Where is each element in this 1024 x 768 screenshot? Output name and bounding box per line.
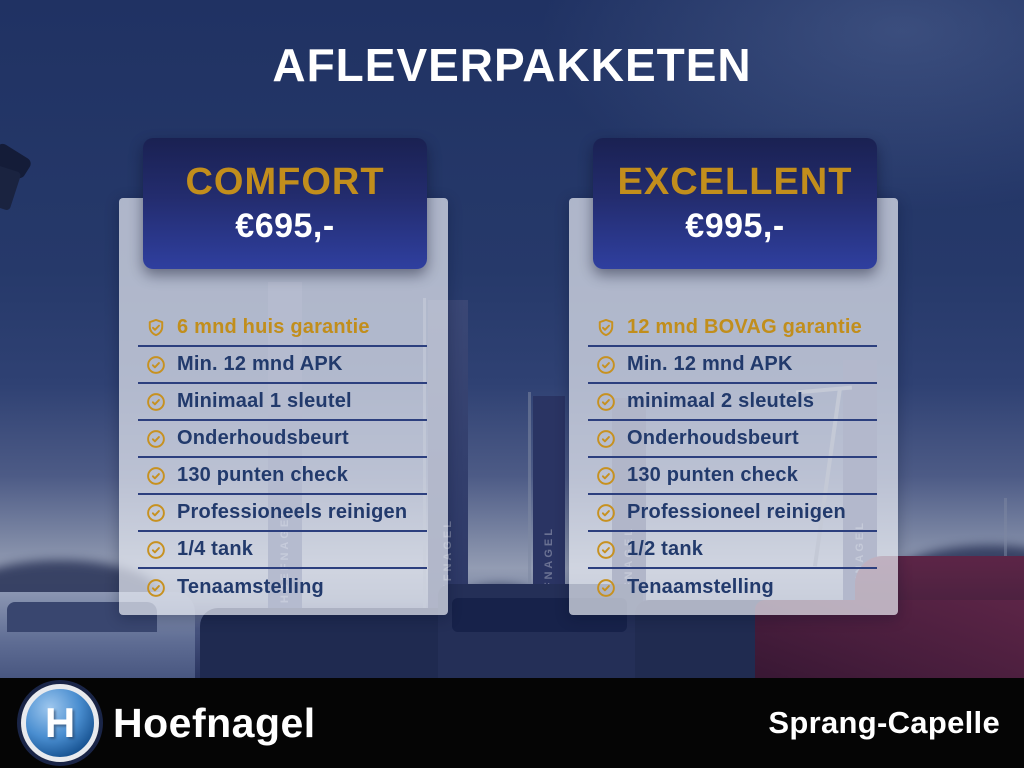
feature-item: 1/4 tank xyxy=(138,532,427,569)
feature-item: 1/2 tank xyxy=(588,532,877,569)
circle-check-icon xyxy=(597,466,615,485)
package-price: €695,- xyxy=(235,206,335,245)
feature-label: Professioneel reinigen xyxy=(627,501,846,523)
feature-label: 6 mnd huis garantie xyxy=(177,316,370,338)
package-name: COMFORT xyxy=(185,160,385,203)
feature-item: 130 punten check xyxy=(138,458,427,495)
dealer-name: Hoefnagel xyxy=(113,699,316,746)
feature-item: Minimaal 1 sleutel xyxy=(138,384,427,421)
feature-item: 6 mnd huis garantie xyxy=(138,310,427,347)
logo-letter: H xyxy=(44,699,76,746)
circle-check-icon xyxy=(147,355,165,374)
package-name: EXCELLENT xyxy=(617,160,853,203)
feature-label: minimaal 2 sleutels xyxy=(627,390,815,412)
feature-label: 130 punten check xyxy=(177,464,349,486)
feature-item: Min. 12 mnd APK xyxy=(138,347,427,384)
feature-list: 12 mnd BOVAG garantie Min. 12 mnd APK mi… xyxy=(588,310,877,606)
circle-check-icon xyxy=(147,392,165,411)
feature-item: Min. 12 mnd APK xyxy=(588,347,877,384)
shield-check-icon xyxy=(148,318,164,336)
circle-check-icon xyxy=(597,392,615,411)
feature-item: Tenaamstelling xyxy=(588,569,877,606)
circle-check-icon xyxy=(147,429,165,448)
feature-label: Tenaamstelling xyxy=(627,576,774,598)
feature-label: 130 punten check xyxy=(627,464,799,486)
circle-check-icon xyxy=(597,355,615,374)
feature-label: Tenaamstelling xyxy=(177,576,324,598)
feature-item: Professioneels reinigen xyxy=(138,495,427,532)
feature-label: Minimaal 1 sleutel xyxy=(177,390,352,412)
circle-check-icon xyxy=(597,578,615,597)
background-flagpole xyxy=(528,392,531,647)
feature-label: Onderhoudsbeurt xyxy=(177,427,349,449)
feature-label: 1/2 tank xyxy=(627,538,704,560)
feature-label: 1/4 tank xyxy=(177,538,254,560)
package-price: €995,- xyxy=(685,206,785,245)
package-header-comfort: COMFORT €695,- xyxy=(143,138,427,269)
feature-item: Onderhoudsbeurt xyxy=(138,421,427,458)
package-card-comfort: COMFORT €695,- 6 mnd huis garantie Min. … xyxy=(119,138,448,615)
feature-item: 130 punten check xyxy=(588,458,877,495)
feature-item: 12 mnd BOVAG garantie xyxy=(588,310,877,347)
circle-check-icon xyxy=(147,540,165,559)
feature-item: Onderhoudsbeurt xyxy=(588,421,877,458)
page-title: AFLEVERPAKKETEN xyxy=(272,39,752,91)
feature-label: Onderhoudsbeurt xyxy=(627,427,799,449)
circle-check-icon xyxy=(147,466,165,485)
circle-check-icon xyxy=(597,429,615,448)
circle-check-icon xyxy=(597,540,615,559)
shield-check-icon xyxy=(598,318,614,336)
feature-list: 6 mnd huis garantie Min. 12 mnd APK Mini… xyxy=(138,310,427,606)
background-pole xyxy=(1004,498,1007,608)
dealer-location: Sprang-Capelle xyxy=(768,705,1000,740)
circle-check-icon xyxy=(147,578,165,597)
feature-label: 12 mnd BOVAG garantie xyxy=(627,316,862,338)
circle-check-icon xyxy=(147,503,165,522)
feature-label: Min. 12 mnd APK xyxy=(177,353,343,375)
circle-check-icon xyxy=(597,503,615,522)
feature-item: Tenaamstelling xyxy=(138,569,427,606)
feature-label: Professioneels reinigen xyxy=(177,501,408,523)
feature-item: minimaal 2 sleutels xyxy=(588,384,877,421)
package-card-excellent: EXCELLENT €995,- 12 mnd BOVAG garantie M… xyxy=(569,138,898,615)
background-dark-car xyxy=(200,608,465,683)
footer-bar: H Hoefnagel Sprang-Capelle xyxy=(0,678,1024,768)
feature-item: Professioneel reinigen xyxy=(588,495,877,532)
package-header-excellent: EXCELLENT €995,- xyxy=(593,138,877,269)
feature-label: Min. 12 mnd APK xyxy=(627,353,793,375)
hoefnagel-logo-icon: H xyxy=(21,684,99,762)
